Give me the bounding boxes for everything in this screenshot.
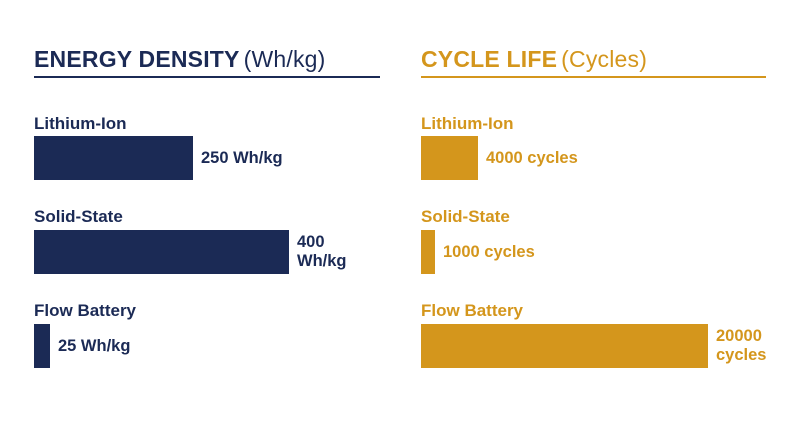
energy-density-bar <box>34 324 50 368</box>
energy-density-value-label: 25 Wh/kg <box>58 337 131 355</box>
cycle-life-title-text: CYCLE LIFE <box>421 46 558 72</box>
cycle-life-rows: Lithium-Ion 4000 cycles Solid-State 1000 cy… <box>421 0 766 447</box>
energy-density-bar <box>34 136 193 180</box>
energy-density-title-text: ENERGY DENSITY <box>34 46 240 72</box>
energy-density-bar <box>34 230 289 274</box>
cycle-life-panel: CYCLE LIFE (Cycles) Lithium-Ion 4000 cycle… <box>421 0 766 447</box>
cycle-life-title-rule <box>421 76 766 78</box>
energy-density-category-label: Flow Battery <box>34 301 137 320</box>
energy-density-category-label: Solid-State <box>34 207 123 226</box>
cycle-life-category-label: Lithium-Ion <box>421 114 514 133</box>
cycle-life-bar <box>421 230 435 274</box>
cycle-life-bar <box>421 324 708 368</box>
cycle-life-bar <box>421 136 478 180</box>
cycle-life-value-label: 20000 cycles <box>716 327 767 364</box>
energy-density-title-rule <box>34 76 380 78</box>
energy-density-panel: ENERGY DENSITY (Wh/kg) Lithium-Ion 250 Wh/… <box>34 0 380 447</box>
energy-density-title: ENERGY DENSITY (Wh/kg) <box>34 44 326 74</box>
cycle-life-category-label: Solid-State <box>421 207 510 226</box>
cycle-life-value-label: 4000 cycles <box>486 149 578 167</box>
cycle-life-value-label: 1000 cycles <box>443 243 535 261</box>
cycle-life-title: CYCLE LIFE (Cycles) <box>421 44 647 74</box>
cycle-life-category-label: Flow Battery <box>421 301 524 320</box>
energy-density-value-label: 400 Wh/kg <box>297 233 347 270</box>
energy-density-title-unit: (Wh/kg) <box>243 46 326 72</box>
energy-density-value-label: 250 Wh/kg <box>201 149 283 167</box>
energy-density-category-label: Lithium-Ion <box>34 114 127 133</box>
cycle-life-title-unit: (Cycles) <box>561 46 648 72</box>
energy-density-rows: Lithium-Ion 250 Wh/kg Solid-State 400 Wh/kg F… <box>34 0 380 447</box>
